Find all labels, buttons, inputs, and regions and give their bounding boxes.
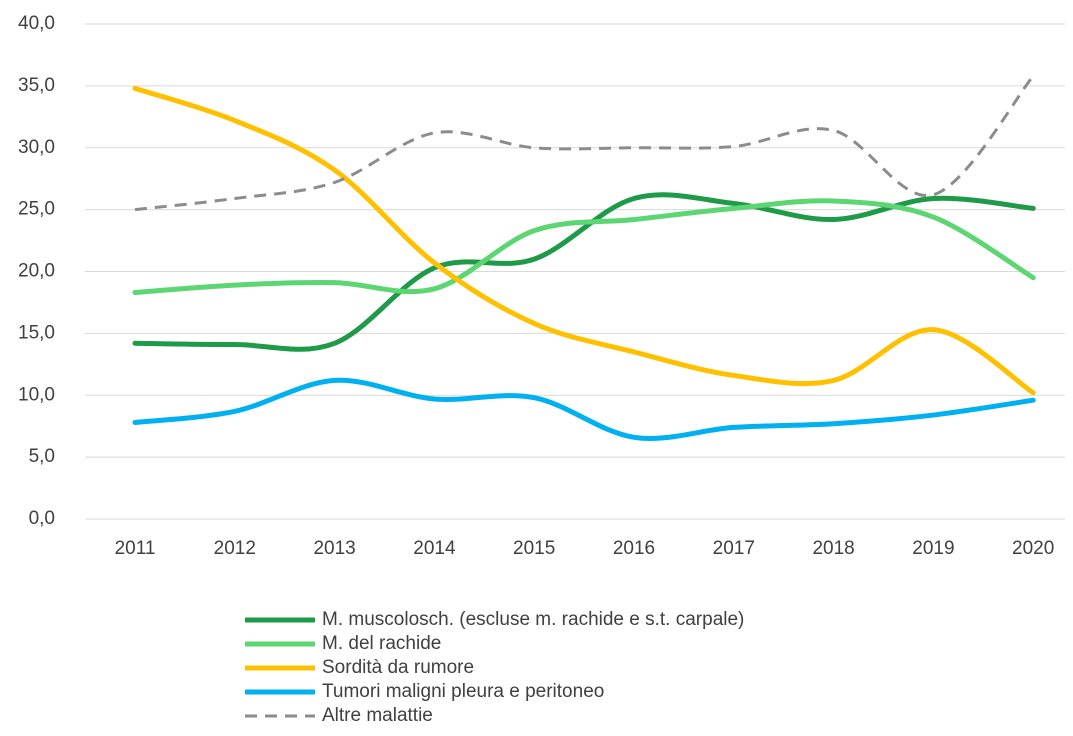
x-tick-label: 2020 bbox=[1012, 538, 1054, 559]
legend-label: Altre malattie bbox=[322, 705, 433, 726]
y-tick-label: 25,0 bbox=[18, 199, 55, 220]
y-tick-label: 0,0 bbox=[29, 508, 55, 529]
y-tick-label: 30,0 bbox=[18, 137, 55, 158]
y-tick-label: 15,0 bbox=[18, 322, 55, 343]
series-line bbox=[132, 192, 1036, 352]
series-line bbox=[132, 198, 1036, 296]
x-tick-label: 2014 bbox=[413, 538, 456, 559]
x-tick-label: 2019 bbox=[912, 538, 954, 559]
series-line bbox=[132, 377, 1036, 441]
x-tick-label: 2016 bbox=[613, 538, 655, 559]
x-tick-label: 2015 bbox=[513, 538, 555, 559]
x-tick-label: 2012 bbox=[214, 538, 256, 559]
y-tick-label: 5,0 bbox=[29, 446, 55, 467]
y-tick-label: 40,0 bbox=[18, 13, 55, 34]
series-line bbox=[132, 85, 1036, 396]
y-tick-label: 35,0 bbox=[18, 75, 55, 96]
x-tick-label: 2018 bbox=[812, 538, 854, 559]
y-tick-label: 10,0 bbox=[18, 384, 55, 405]
legend-label: M. del rachide bbox=[322, 633, 441, 654]
legend-label: M. muscolosch. (escluse m. rachide e s.t… bbox=[322, 609, 744, 630]
legend-label: Sordità da rumore bbox=[322, 657, 474, 678]
x-tick-label: 2013 bbox=[313, 538, 355, 559]
legend-label: Tumori maligni pleura e peritoneo bbox=[322, 681, 604, 702]
x-tick-label: 2011 bbox=[115, 538, 156, 559]
x-tick-label: 2017 bbox=[713, 538, 755, 559]
series-line bbox=[134, 75, 1035, 212]
y-tick-label: 20,0 bbox=[18, 261, 55, 282]
